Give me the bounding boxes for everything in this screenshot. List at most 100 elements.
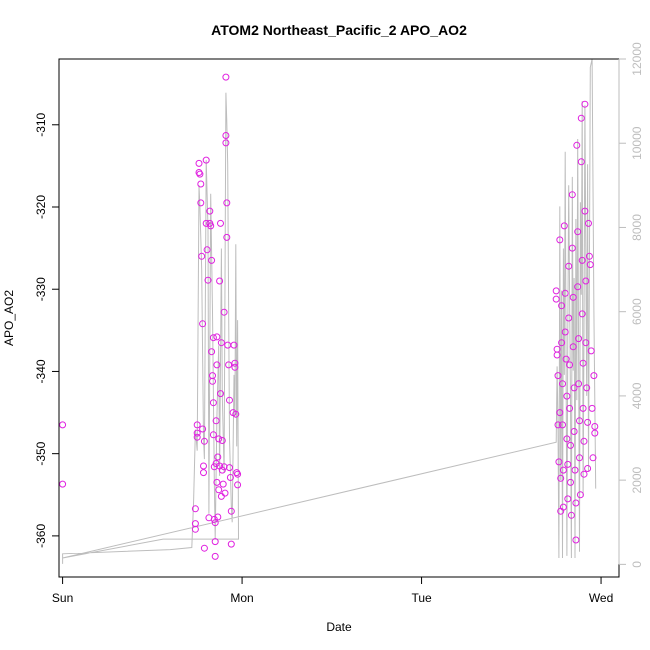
data-point: [218, 466, 226, 474]
data-point: [587, 347, 595, 355]
data-point: [200, 469, 207, 477]
data-point: [217, 339, 225, 347]
data-point: [211, 519, 219, 527]
data-point: [212, 417, 220, 425]
data-point: [565, 314, 573, 322]
data-point: [214, 513, 222, 521]
data-point: [209, 372, 216, 380]
data-point: [585, 252, 593, 260]
data-point: [559, 466, 567, 474]
data-point: [552, 287, 560, 295]
data-point: [215, 486, 223, 494]
data-point: [556, 409, 564, 417]
data-point: [211, 538, 219, 546]
right-y-tick-label: 4000: [630, 382, 644, 409]
data-point: [591, 429, 599, 437]
data-point: [226, 474, 234, 481]
data-point: [215, 435, 223, 443]
data-point: [574, 228, 582, 236]
data-point: [223, 199, 231, 207]
data-point: [196, 170, 204, 178]
data-point: [584, 465, 592, 472]
data-point: [563, 435, 571, 443]
data-point: [564, 460, 572, 468]
data-point: [197, 199, 205, 207]
x-tick-label: Sun: [52, 591, 73, 605]
data-point: [200, 462, 207, 470]
data-point: [556, 236, 564, 244]
data-point: [558, 302, 566, 310]
data-point: [213, 361, 221, 369]
data-point: [581, 207, 589, 215]
data-point: [589, 454, 597, 462]
y-tick-label: -360: [34, 524, 48, 548]
data-point: [225, 361, 233, 369]
data-point: [579, 404, 587, 412]
data-point: [206, 207, 214, 215]
scatter-series: [59, 73, 599, 560]
data-point: [209, 431, 217, 439]
data-point: [590, 372, 598, 380]
data-point: [214, 453, 222, 461]
data-point: [227, 507, 235, 515]
data-point: [569, 343, 577, 351]
data-point: [583, 384, 591, 392]
data-point: [561, 328, 569, 336]
data-point: [195, 159, 203, 167]
data-point: [221, 489, 229, 497]
y-axis: -360 -350 -340 -330 -320 -310: [34, 112, 60, 548]
data-point: [585, 219, 592, 227]
data-point: [226, 396, 233, 404]
data-point: [563, 392, 571, 400]
data-point: [558, 339, 566, 347]
data-point: [216, 277, 224, 285]
data-point: [207, 222, 215, 230]
right-y-tick-label: 8000: [630, 214, 644, 241]
chart-title: ATOM2 Northeast_Pacific_2 APO_AO2: [211, 22, 467, 38]
data-point: [226, 464, 233, 472]
data-point: [576, 491, 584, 499]
data-point: [199, 320, 207, 328]
x-axis-label: Date: [326, 620, 352, 634]
data-point: [208, 256, 216, 264]
data-point: [582, 339, 590, 347]
data-point: [217, 390, 224, 398]
data-point: [568, 244, 576, 252]
y-tick-label: -350: [34, 441, 48, 465]
data-point: [230, 341, 238, 349]
plot-area: [58, 58, 620, 578]
data-point: [193, 433, 201, 441]
y-tick-label: -340: [34, 359, 48, 383]
data-point: [193, 429, 201, 437]
data-point: [553, 351, 561, 359]
data-point: [576, 417, 583, 425]
data-point: [231, 363, 239, 371]
right-y-tick-label: 12000: [630, 42, 644, 76]
data-point: [227, 540, 235, 548]
data-point: [572, 536, 580, 544]
data-point: [576, 454, 583, 462]
data-point: [209, 334, 217, 342]
data-point: [578, 256, 586, 264]
data-point: [572, 499, 580, 507]
data-point: [209, 399, 217, 407]
data-point: [222, 132, 230, 139]
data-point: [566, 361, 574, 369]
data-point: [208, 348, 216, 356]
data-point: [213, 333, 221, 341]
data-point: [219, 480, 227, 488]
data-point: [565, 262, 573, 270]
data-point: [567, 441, 574, 449]
data-point: [204, 276, 212, 284]
y-tick-label: -330: [34, 277, 48, 301]
data-point: [231, 359, 239, 367]
data-point: [552, 295, 560, 303]
data-point: [562, 355, 570, 363]
data-point: [575, 380, 583, 388]
data-point: [580, 437, 588, 445]
data-point: [223, 233, 231, 241]
data-point: [213, 478, 221, 486]
data-point: [210, 463, 218, 471]
data-point: [555, 458, 563, 466]
data-point: [581, 100, 589, 108]
